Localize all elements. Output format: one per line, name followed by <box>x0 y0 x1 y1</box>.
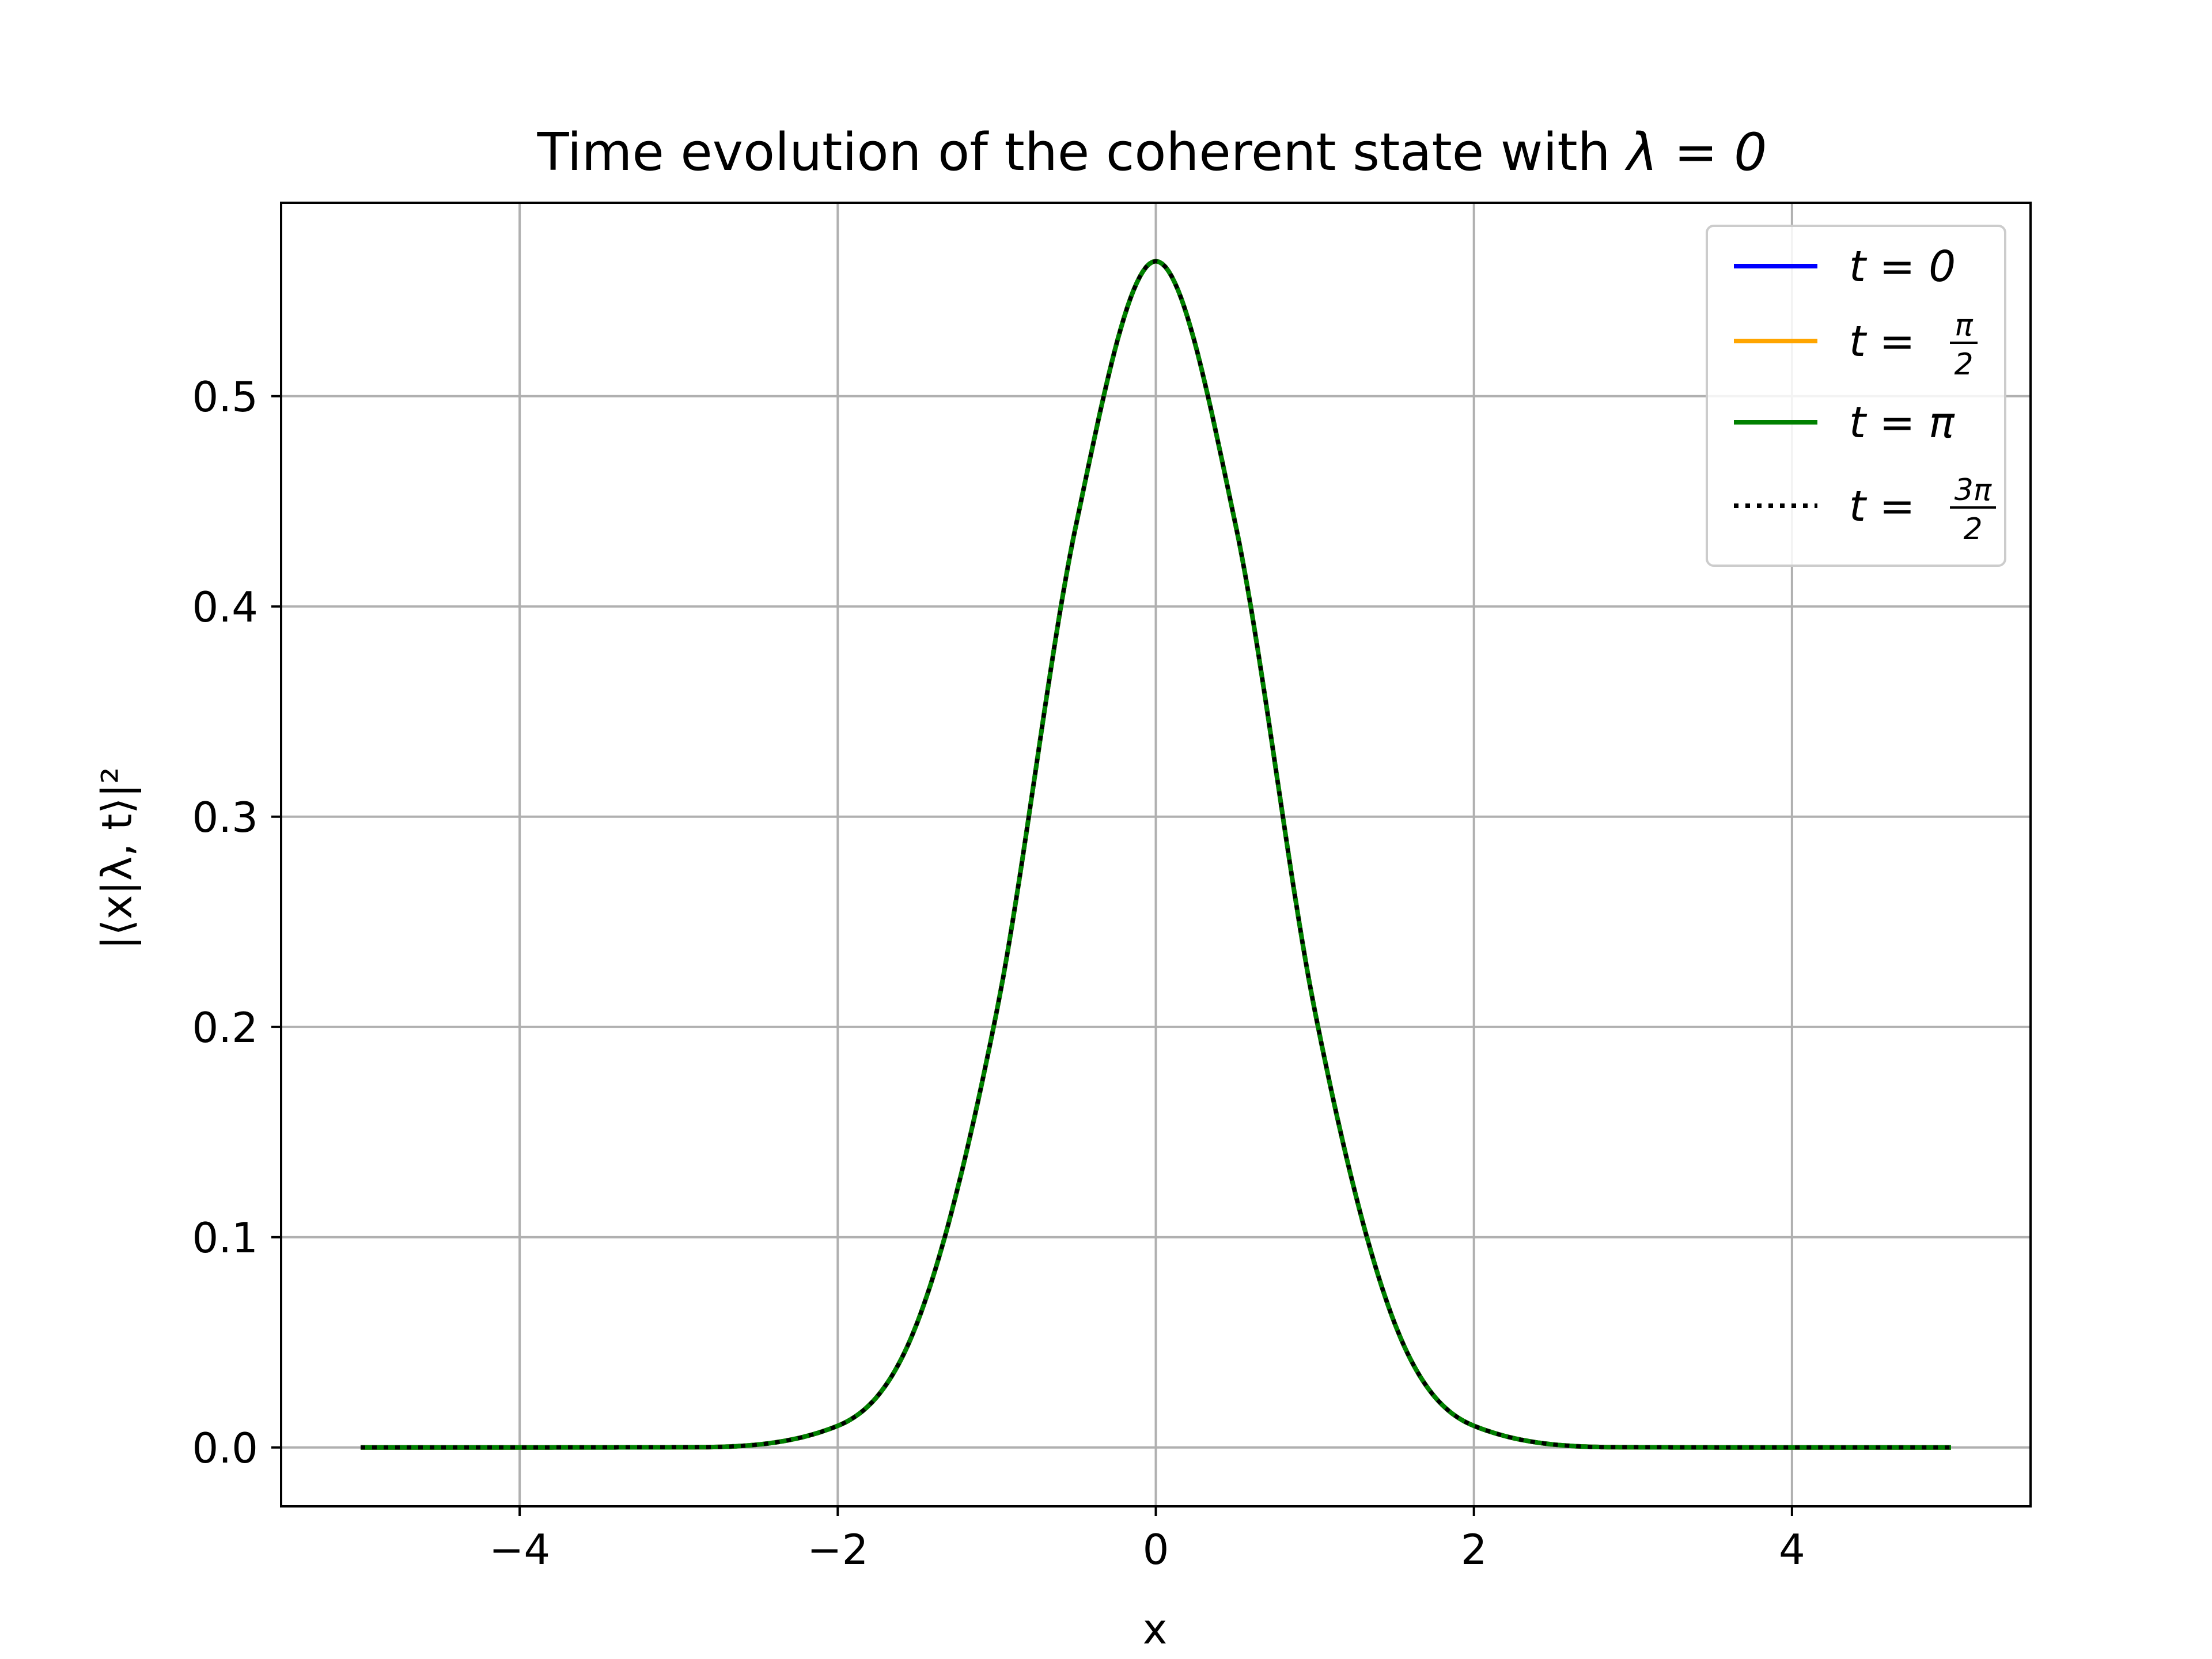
chart-title-math: λ = 0 <box>1624 122 1767 183</box>
legend-items: t = 0 t = π 2 t = π t = 3π 2 <box>1734 242 1996 547</box>
x-tick-label: −2 <box>807 1525 868 1574</box>
y-tick-label: 0.3 <box>192 793 258 842</box>
x-tick-label: 4 <box>1779 1525 1805 1574</box>
x-tick-label: 2 <box>1461 1525 1487 1574</box>
y-tick-label: 0.0 <box>192 1424 258 1472</box>
y-axis: 0.0 0.1 0.2 0.3 0.4 0.5 <box>192 373 281 1472</box>
x-axis-label: x <box>1143 1605 1168 1653</box>
legend-label-0: t = 0 <box>1849 242 1956 291</box>
legend-fraction-numerator: π <box>1955 308 1973 343</box>
legend-label-3: t = <box>1849 482 1915 531</box>
legend-box <box>1706 225 2006 567</box>
chart-title: Time evolution of the coherent state wit… <box>537 122 1767 183</box>
y-axis-label: |⟨x|λ, t⟩|² <box>93 767 142 949</box>
y-tick-label: 0.1 <box>192 1214 258 1262</box>
series-line-3 <box>361 259 1951 1450</box>
legend: t = 0 t = π 2 t = π t = 3π 2 <box>1706 225 2006 567</box>
x-tick-label: 0 <box>1143 1525 1169 1574</box>
x-axis: −4 −2 0 2 4 <box>489 1506 1805 1574</box>
chart-title-text: Time evolution of the coherent state wit… <box>537 122 1627 183</box>
x-tick-label: −4 <box>489 1525 550 1574</box>
y-tick-label: 0.2 <box>192 1003 258 1052</box>
y-tick-label: 0.4 <box>192 583 258 631</box>
legend-fraction-numerator: 3π <box>1955 473 1992 507</box>
legend-fraction-denominator: 2 <box>1963 512 1982 547</box>
legend-fraction-denominator: 2 <box>1954 347 1973 382</box>
legend-label-2: t = π <box>1849 398 1955 448</box>
series-layer <box>361 259 1951 1450</box>
y-tick-label: 0.5 <box>192 373 258 421</box>
legend-label-1: t = <box>1849 317 1915 366</box>
